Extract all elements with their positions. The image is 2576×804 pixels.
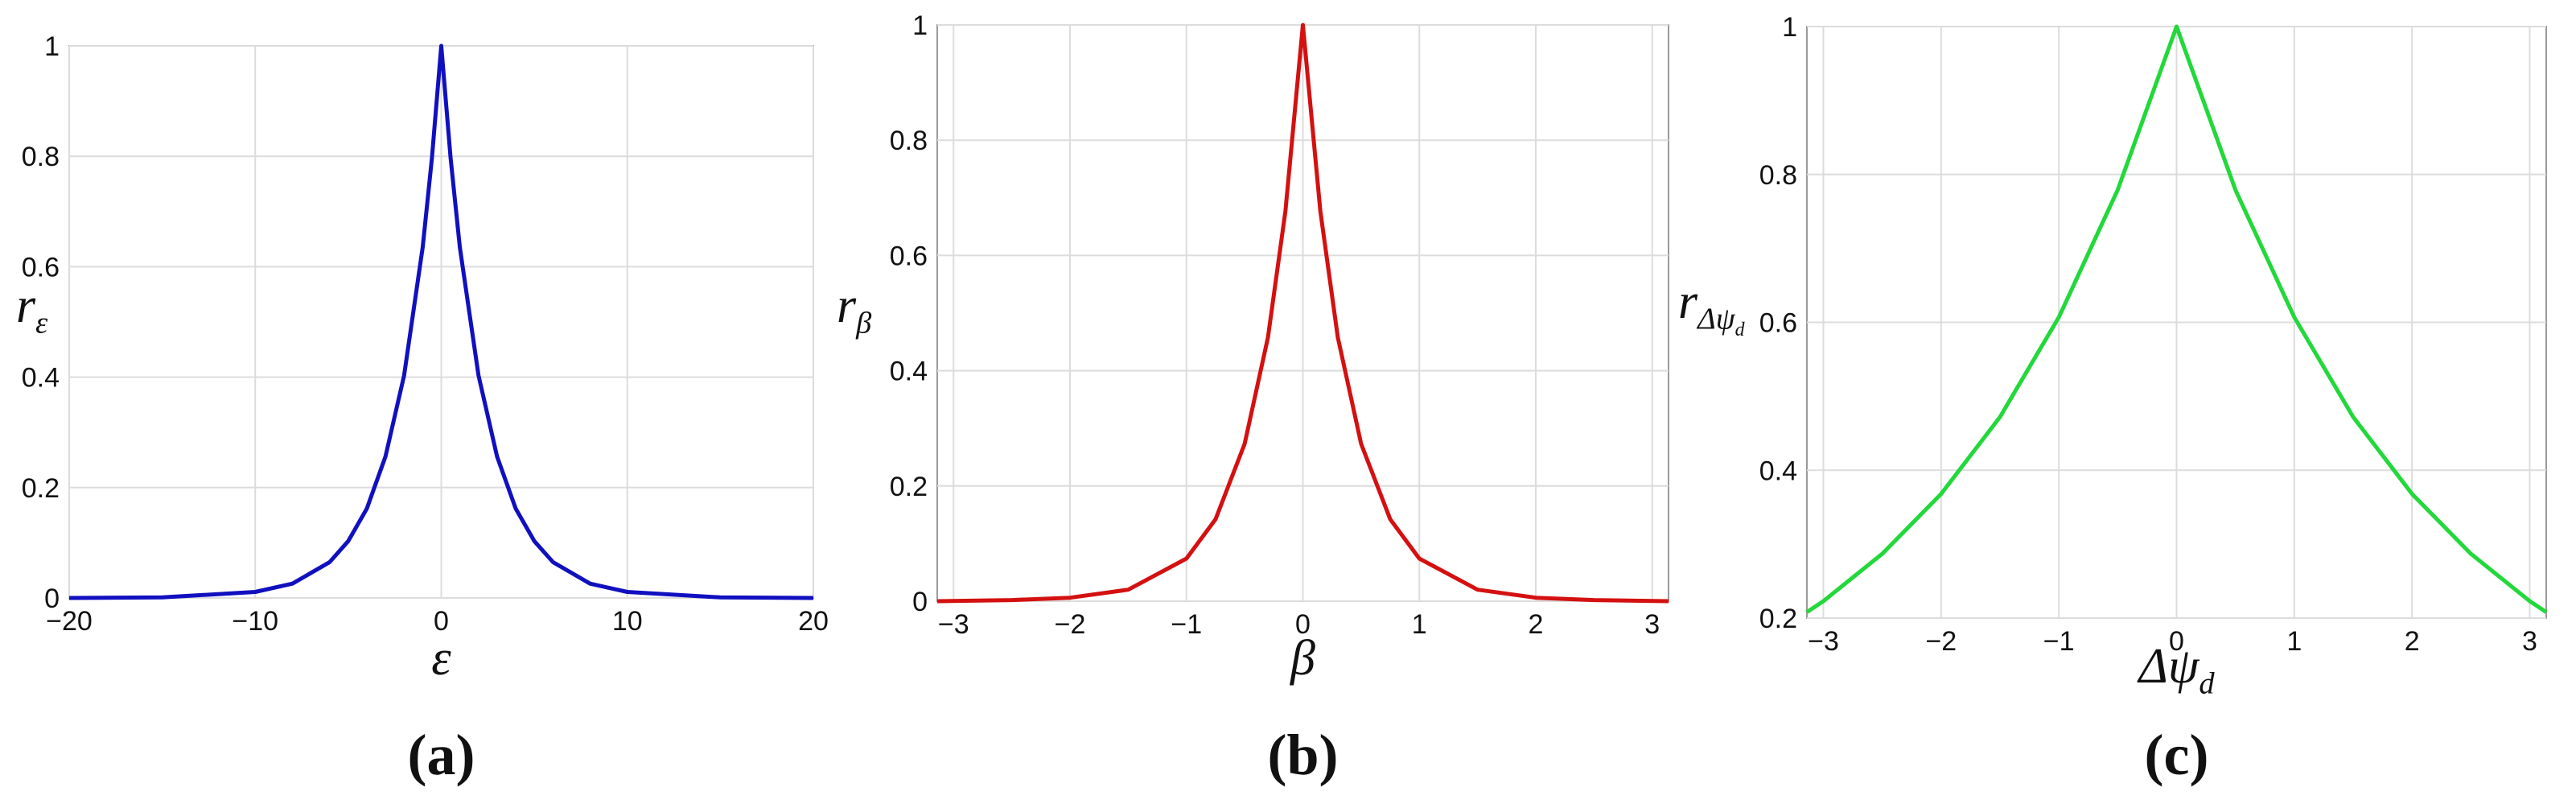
curve <box>936 23 1669 604</box>
y-tick-label: 1 <box>44 31 60 62</box>
y-tick-label: 0.4 <box>22 363 60 394</box>
x-tick-label: −1 <box>1171 609 1202 640</box>
y-tick-label: 0 <box>44 583 60 614</box>
y-tick-label: 0.4 <box>890 357 928 387</box>
y-tick-label: 0.8 <box>22 142 60 172</box>
x-axis-label-part: Δψ <box>2136 639 2199 694</box>
y-tick-label: 0.6 <box>22 252 60 282</box>
y-axis-label: rε <box>16 278 48 340</box>
x-axis-label-part: β <box>1290 631 1315 686</box>
y-tick-label: 0.2 <box>890 472 928 502</box>
y-axis-label-part: Δψ <box>1696 302 1736 336</box>
y-tick-label: 0 <box>912 587 928 617</box>
x-tick-label: −3 <box>938 609 969 640</box>
y-tick-label: 0.2 <box>22 473 60 504</box>
x-tick-label: 0 <box>1295 609 1311 640</box>
x-tick-label: −1 <box>2043 626 2075 657</box>
y-axis-label-part: r <box>837 278 857 333</box>
y-tick-label: 0.4 <box>1759 456 1797 486</box>
x-tick-label: 2 <box>2405 626 2420 657</box>
x-tick-label: 10 <box>612 606 643 637</box>
x-tick-label: −2 <box>1055 609 1086 640</box>
y-tick-label: 0.6 <box>890 241 928 271</box>
x-tick-label: −10 <box>232 606 278 637</box>
x-tick-label: 1 <box>2286 626 2302 657</box>
y-tick-label: 0.6 <box>1759 308 1797 339</box>
x-tick-label: −20 <box>46 606 93 637</box>
x-tick-label: −3 <box>1808 626 1839 657</box>
caption: (c) <box>2145 723 2209 787</box>
caption: (a) <box>408 723 475 787</box>
x-tick-label: 2 <box>1529 609 1544 640</box>
caption: (b) <box>1268 723 1339 787</box>
y-tick-label: 1 <box>1782 12 1797 43</box>
y-tick-label: 0.8 <box>890 126 928 156</box>
y-axis-label-part: r <box>16 278 36 333</box>
x-tick-label: 3 <box>2522 626 2537 657</box>
y-tick-label: 0.8 <box>1759 160 1797 191</box>
x-axis-label-part: ε <box>431 631 451 686</box>
x-axis-label: Δψd <box>2136 639 2215 700</box>
y-axis-label: rΔψd <box>1678 274 1745 340</box>
x-tick-label: −2 <box>1925 626 1957 657</box>
y-axis-label: rβ <box>837 278 872 340</box>
x-tick-label: 0 <box>434 606 449 637</box>
x-axis-label: ε <box>431 631 451 686</box>
y-axis-label-part: d <box>1735 320 1745 340</box>
x-tick-label: 20 <box>798 606 829 637</box>
y-tick-label: 0.2 <box>1759 604 1797 634</box>
y-tick-label: 1 <box>912 10 928 41</box>
x-tick-label: 0 <box>2169 626 2184 657</box>
y-axis-label-part: r <box>1678 274 1698 329</box>
y-axis-label-part: β <box>855 306 872 340</box>
x-tick-label: 3 <box>1644 609 1660 640</box>
x-axis-label: β <box>1290 631 1315 686</box>
x-axis-label-part: d <box>2199 666 2215 700</box>
x-tick-label: 1 <box>1412 609 1427 640</box>
y-axis-label-part: ε <box>35 306 48 340</box>
curve <box>1805 24 2548 614</box>
curve <box>68 43 814 600</box>
